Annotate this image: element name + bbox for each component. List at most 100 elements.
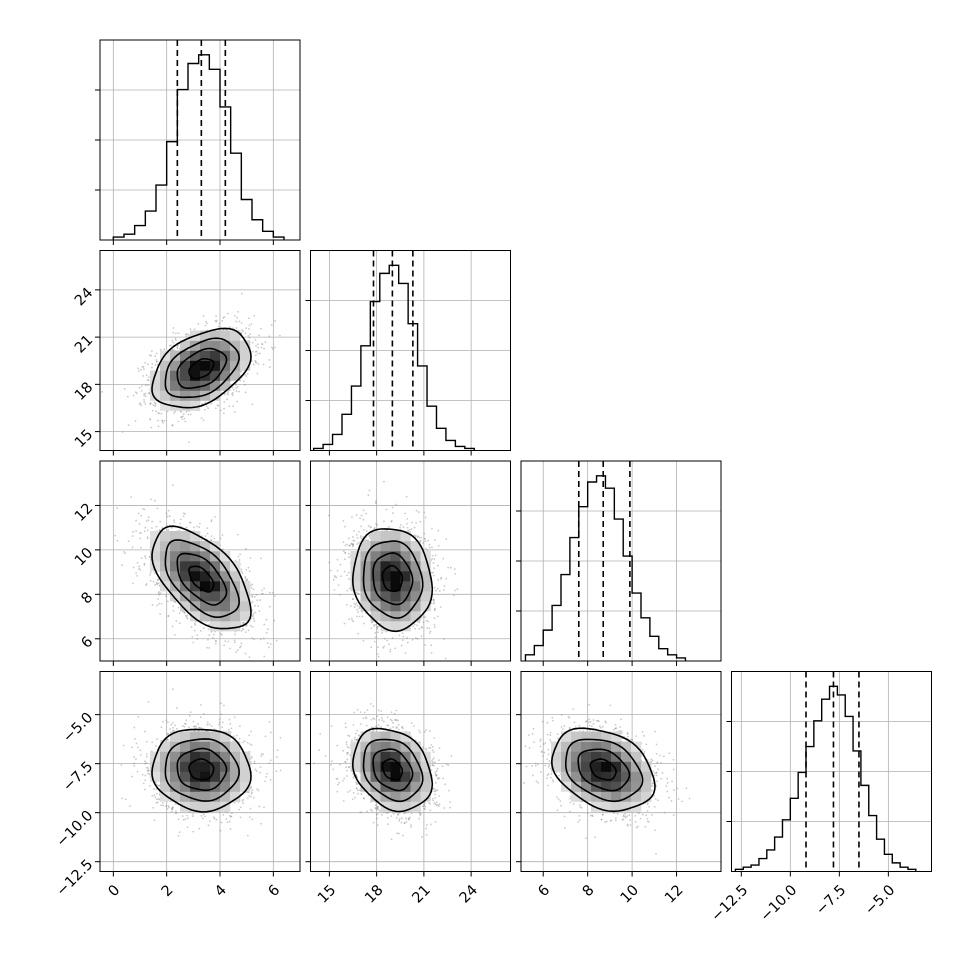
sample-point [255, 770, 258, 773]
sample-point [386, 529, 388, 532]
sample-point [143, 564, 146, 566]
sample-point [344, 552, 347, 554]
density-cell [390, 621, 401, 632]
sample-point [424, 644, 427, 646]
sample-point [161, 419, 164, 422]
sample-point [220, 821, 223, 824]
density-cell [420, 581, 431, 592]
sample-point [241, 329, 244, 332]
sample-point [250, 795, 252, 798]
sample-point [162, 804, 164, 807]
sample-point [246, 373, 249, 375]
sample-point [233, 633, 236, 636]
sample-point [240, 568, 243, 571]
sample-point [226, 398, 228, 401]
sample-point [210, 539, 212, 541]
sample-point [185, 411, 188, 413]
sample-point [350, 542, 353, 545]
sample-point [155, 745, 157, 747]
sample-point [347, 578, 350, 580]
density-cell [380, 621, 391, 632]
sample-point [251, 594, 253, 597]
sample-point [223, 407, 225, 410]
sample-point [259, 352, 261, 355]
sample-point [227, 393, 229, 396]
sample-point [154, 403, 157, 406]
sample-point [140, 390, 143, 392]
sample-point [249, 743, 251, 745]
sample-point [395, 709, 398, 712]
sample-point [133, 764, 136, 767]
density-cell [220, 621, 231, 632]
sample-point [454, 572, 457, 575]
sample-point [447, 764, 450, 766]
sample-point [144, 384, 147, 387]
sample-point [345, 603, 348, 606]
sample-point [373, 625, 376, 628]
sample-point [423, 537, 426, 540]
sample-point [368, 535, 371, 538]
sample-point [173, 729, 176, 732]
sample-point [361, 615, 364, 618]
sample-point [265, 775, 268, 778]
sample-point [413, 534, 415, 537]
sample-point [251, 341, 254, 344]
sample-point [362, 797, 365, 800]
sample-point [159, 592, 162, 594]
sample-point [258, 610, 261, 612]
sample-point [194, 624, 197, 626]
sample-point [228, 718, 231, 721]
sample-point [352, 620, 355, 623]
sample-point [259, 599, 262, 601]
sample-point [189, 521, 192, 524]
sample-point [171, 810, 173, 813]
density-cell [360, 591, 371, 602]
sample-point [240, 322, 243, 324]
sample-point [243, 740, 246, 742]
density-cell [190, 551, 201, 562]
sample-point [249, 807, 252, 810]
sample-point [149, 402, 152, 405]
sample-point [397, 813, 399, 816]
sample-point [376, 715, 378, 718]
sample-point [133, 762, 136, 765]
sample-point [333, 574, 336, 577]
sample-point [173, 412, 175, 414]
sample-point [274, 319, 276, 322]
sample-point [136, 574, 139, 577]
sample-point [352, 539, 355, 542]
density-cell [370, 601, 381, 612]
sample-point [240, 642, 243, 645]
sample-point [378, 719, 381, 721]
sample-point [421, 626, 424, 629]
sample-point [263, 347, 266, 350]
sample-point [178, 622, 181, 625]
sample-point [345, 766, 348, 769]
sample-point [160, 602, 163, 605]
density-cell [190, 400, 201, 411]
sample-point [433, 626, 436, 629]
sample-point [378, 666, 380, 668]
density-cell [150, 551, 161, 562]
sample-point [261, 593, 263, 595]
sample-point [156, 578, 159, 581]
sample-point [149, 580, 152, 582]
sample-point [437, 564, 439, 567]
sample-point [264, 341, 267, 344]
density-cell [150, 541, 161, 552]
sample-point [374, 502, 377, 505]
sample-point [245, 579, 248, 582]
sample-point [256, 788, 259, 791]
sample-point [156, 783, 158, 786]
sample-point [176, 346, 179, 349]
sample-point [410, 528, 413, 530]
density-cell [420, 571, 431, 582]
sample-point [248, 656, 251, 659]
density-cell [370, 541, 381, 552]
sample-point [151, 409, 154, 412]
sample-point [435, 774, 438, 776]
density-cell [190, 340, 201, 351]
sample-point [391, 512, 394, 515]
sample-point [254, 604, 256, 607]
sample-point [253, 796, 255, 799]
